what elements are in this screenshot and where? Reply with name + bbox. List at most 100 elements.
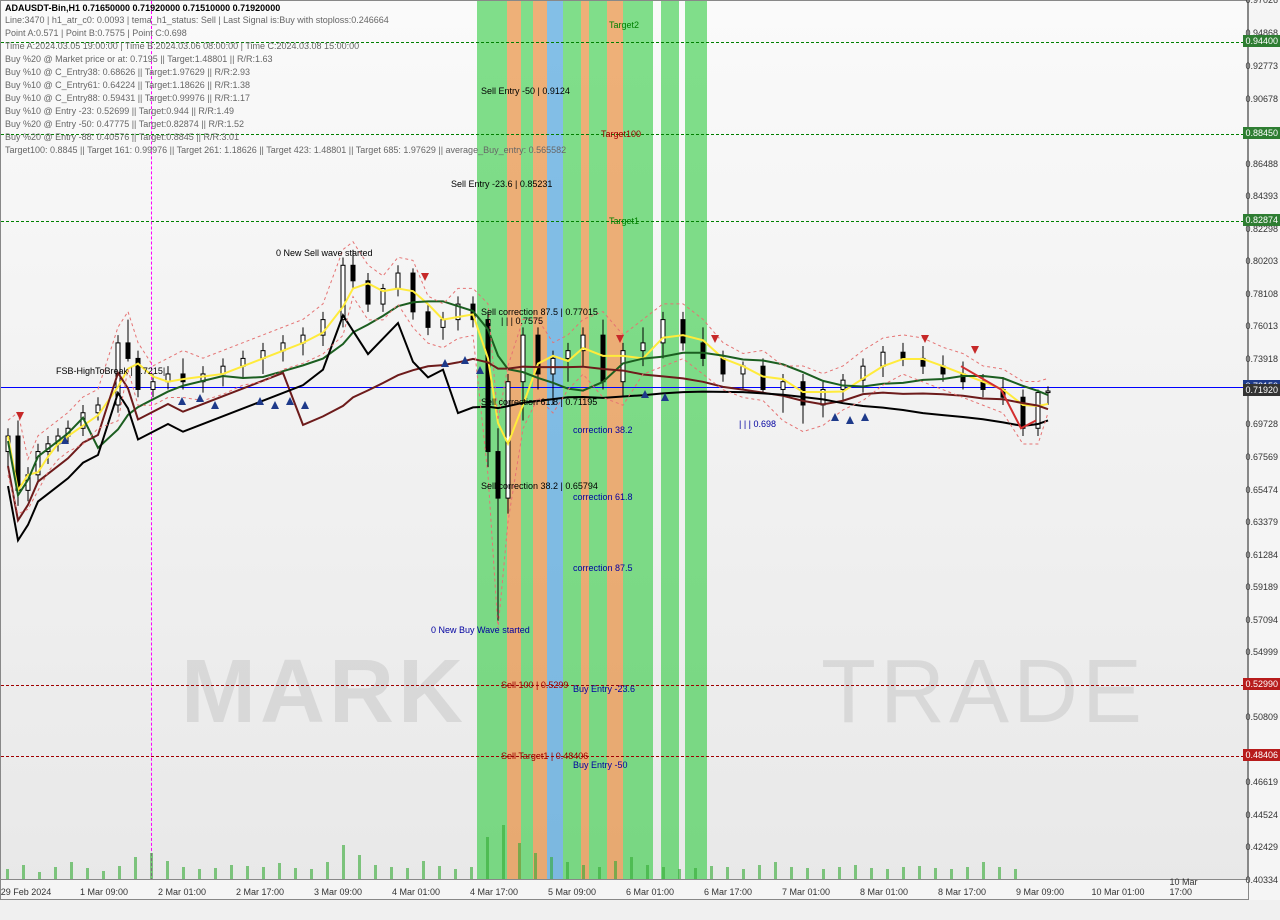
volume-bar <box>406 868 409 879</box>
chart-annotation: correction 38.2 <box>573 425 633 435</box>
volume-bar <box>134 857 137 879</box>
y-tick-label: 0.50809 <box>1245 712 1278 722</box>
volume-bar <box>790 867 793 879</box>
volume-bar <box>838 867 841 879</box>
volume-bar <box>534 853 537 879</box>
info-line: Time A:2024.03.05 19:00:00 | Time B:2024… <box>5 41 359 51</box>
buy-arrow-icon <box>178 397 186 405</box>
volume-bar <box>118 866 121 879</box>
y-axis: 0.970260.948680.927730.906780.864880.843… <box>1248 0 1280 900</box>
info-line: Point A:0.571 | Point B:0.7575 | Point C… <box>5 28 187 38</box>
y-price-box: 0.94400 <box>1243 35 1280 47</box>
buy-arrow-icon <box>256 397 264 405</box>
volume-bar <box>742 869 745 879</box>
volume-bar <box>982 862 985 879</box>
y-price-box: 0.88450 <box>1243 127 1280 139</box>
volume-bar <box>614 861 617 879</box>
y-tick-label: 0.63379 <box>1245 517 1278 527</box>
chart-annotation: 0 New Sell wave started <box>276 248 373 258</box>
x-tick-label: 4 Mar 17:00 <box>470 887 518 897</box>
buy-arrow-icon <box>441 359 449 367</box>
chart-annotation: | | | 0.698 <box>739 419 776 429</box>
x-tick-label: 7 Mar 01:00 <box>782 887 830 897</box>
volume-bar <box>390 867 393 879</box>
info-line: Buy %10 @ C_Entry61: 0.64224 || Target:1… <box>5 80 250 90</box>
volume-bar <box>502 825 505 879</box>
x-tick-label: 29 Feb 2024 <box>1 887 52 897</box>
y-tick-label: 0.54999 <box>1245 647 1278 657</box>
chart-annotation: Target2 <box>609 20 639 30</box>
chart-annotation: Sell Entry -50 | 0.9124 <box>481 86 570 96</box>
volume-bar <box>1014 869 1017 879</box>
volume-bar <box>710 866 713 879</box>
volume-bar <box>550 857 553 879</box>
volume-bar <box>630 857 633 879</box>
info-line: Buy %20 @ Entry -88: 0.40576 || Target:0… <box>5 132 239 142</box>
chart-annotation: correction 61.8 <box>573 492 633 502</box>
y-tick-label: 0.40334 <box>1245 875 1278 885</box>
sell-arrow-icon <box>711 335 719 343</box>
buy-arrow-icon <box>461 356 469 364</box>
watermark-main: MARK <box>181 641 467 744</box>
x-tick-label: 5 Mar 09:00 <box>548 887 596 897</box>
x-tick-label: 8 Mar 01:00 <box>860 887 908 897</box>
signal-band <box>661 1 679 881</box>
volume-bar <box>582 865 585 879</box>
signal-band <box>563 1 581 881</box>
volume-bar <box>454 869 457 879</box>
volume-bar <box>694 868 697 879</box>
volume-bar <box>998 867 1001 879</box>
y-tick-label: 0.42429 <box>1245 842 1278 852</box>
volume-bar <box>166 861 169 879</box>
chart-title: ADAUSDT-Bin,H1 0.71650000 0.71920000 0.7… <box>5 3 280 13</box>
volume-bar <box>262 867 265 879</box>
volume-bar <box>902 867 905 879</box>
level-line <box>1 756 1249 757</box>
y-tick-label: 0.97026 <box>1245 0 1278 5</box>
signal-band <box>685 1 707 881</box>
y-tick-label: 0.65474 <box>1245 485 1278 495</box>
y-tick-label: 0.57094 <box>1245 615 1278 625</box>
volume-bar <box>310 869 313 879</box>
volume-bar <box>70 862 73 879</box>
buy-arrow-icon <box>476 366 484 374</box>
x-tick-label: 6 Mar 17:00 <box>704 887 752 897</box>
chart-annotation: correction 87.5 <box>573 563 633 573</box>
signal-band <box>477 1 507 881</box>
volume-bar <box>854 865 857 879</box>
y-price-box: 0.52990 <box>1243 678 1280 690</box>
y-tick-label: 0.67569 <box>1245 452 1278 462</box>
volume-bar <box>934 868 937 879</box>
y-tick-label: 0.90678 <box>1245 94 1278 104</box>
y-price-box: 0.48406 <box>1243 749 1280 761</box>
volume-bar <box>86 868 89 879</box>
buy-arrow-icon <box>661 393 669 401</box>
volume-bar <box>294 868 297 879</box>
volume-bar <box>870 868 873 879</box>
y-tick-label: 0.61284 <box>1245 550 1278 560</box>
volume-bar <box>598 867 601 879</box>
level-line <box>1 387 1249 388</box>
y-tick-label: 0.84393 <box>1245 191 1278 201</box>
chart-annotation: | | | 0.7575 <box>501 316 543 326</box>
sell-arrow-icon <box>616 335 624 343</box>
volume-bar <box>54 867 57 879</box>
chart-annotation: 0 New Buy Wave started <box>431 625 530 635</box>
x-tick-label: 3 Mar 09:00 <box>314 887 362 897</box>
volume-bar <box>918 866 921 879</box>
info-line: Buy %20 @ Entry -50: 0.47775 || Target:0… <box>5 119 244 129</box>
x-tick-label: 8 Mar 17:00 <box>938 887 986 897</box>
volume-bar <box>806 868 809 879</box>
volume-bar <box>422 861 425 879</box>
volume-bar <box>22 865 25 879</box>
price-chart[interactable]: MARK TRADE Target2Sell Entry -50 | 0.912… <box>0 0 1248 900</box>
y-tick-label: 0.78108 <box>1245 289 1278 299</box>
volume-bar <box>182 867 185 879</box>
volume-bar <box>966 867 969 879</box>
sell-arrow-icon <box>921 335 929 343</box>
signal-band <box>521 1 533 881</box>
volume-bar <box>326 862 329 879</box>
info-line: Buy %20 @ Market price or at: 0.7195 || … <box>5 54 272 64</box>
volume-bar <box>758 865 761 879</box>
x-tick-label: 2 Mar 17:00 <box>236 887 284 897</box>
